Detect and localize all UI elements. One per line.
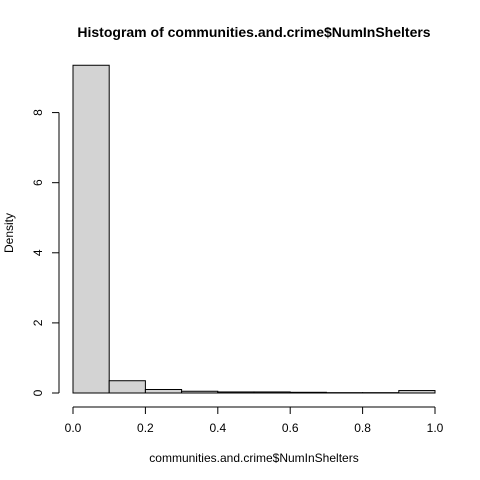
y-axis-label: Density (2, 213, 16, 253)
x-tick-label-5: 1.0 (427, 421, 444, 435)
x-tick-label-3: 0.6 (282, 421, 299, 435)
y-tick-label-0: 0 (31, 389, 45, 396)
y-tick-label-2: 4 (31, 249, 45, 256)
histogram-bar-3 (181, 390, 219, 394)
histogram-bar-9 (398, 390, 436, 394)
histogram-bar-1 (108, 380, 146, 394)
histogram-bar-0 (72, 64, 110, 394)
y-tick-label-3: 6 (31, 179, 45, 186)
y-tick-label-1: 2 (31, 319, 45, 326)
x-axis-label: communities.and.crime$NumInShelters (149, 451, 358, 465)
x-tick-label-4: 0.8 (354, 421, 371, 435)
histogram-bar-2 (144, 388, 183, 394)
chart-title: Histogram of communities.and.crime$NumIn… (77, 24, 430, 40)
x-tick-label-0: 0.0 (65, 421, 82, 435)
x-tick-label-2: 0.4 (209, 421, 226, 435)
histogram-bar-6 (289, 391, 327, 394)
histogram-bar-4 (217, 391, 255, 394)
y-tick-label-4: 8 (31, 109, 45, 116)
x-axis: 0.0 0.2 0.4 0.6 0.8 1.0 (65, 406, 444, 435)
histogram-bar-5 (253, 391, 291, 394)
y-axis: 0 2 4 6 8 (31, 109, 60, 396)
x-tick-label-1: 0.2 (137, 421, 154, 435)
bars-group (72, 64, 436, 394)
